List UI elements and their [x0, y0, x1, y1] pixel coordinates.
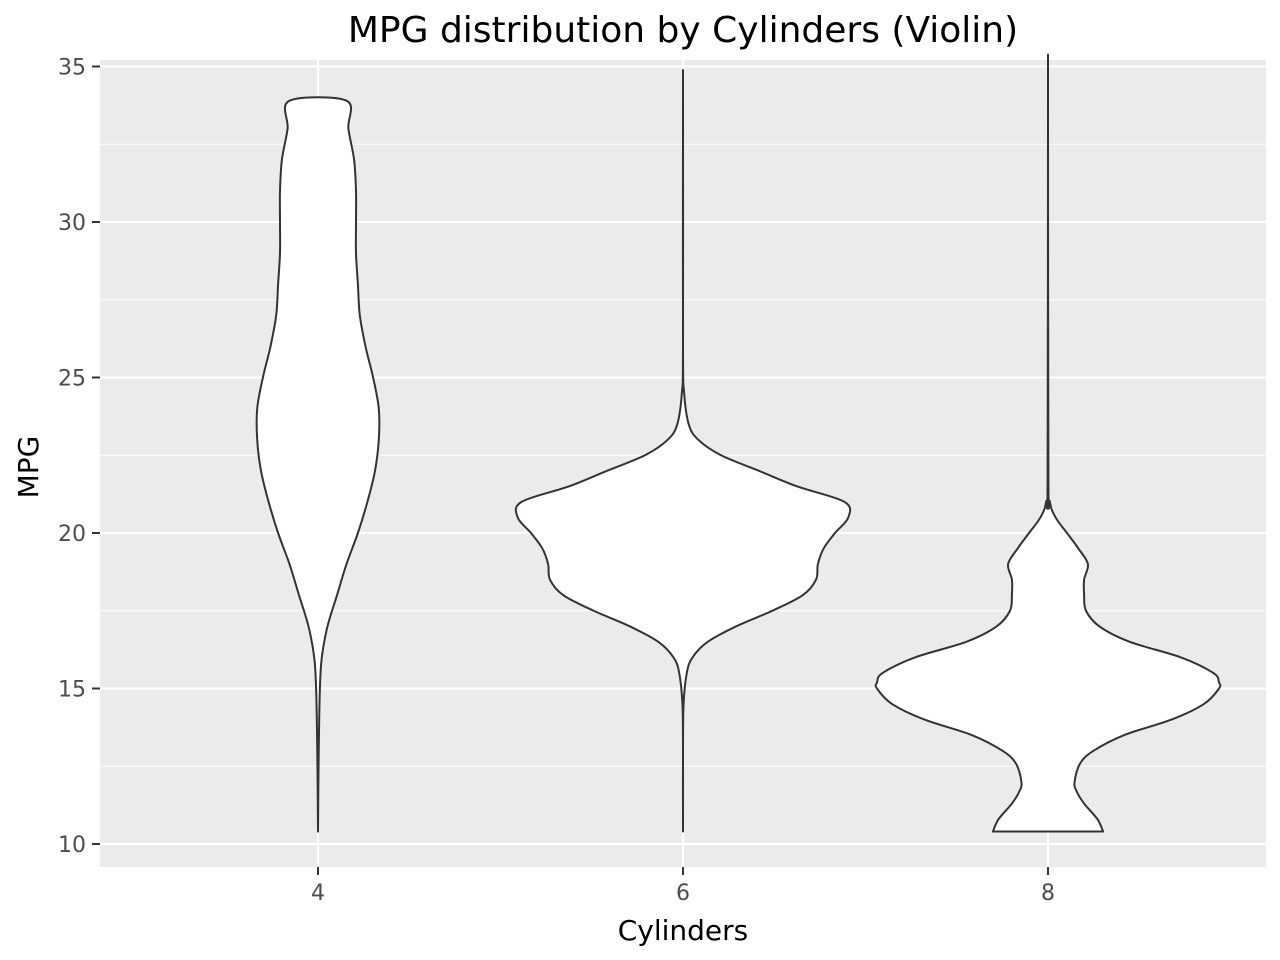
violin-4-cyl	[255, 96, 381, 833]
violin-6-cyl	[514, 68, 852, 833]
x-axis: 4 6 8	[311, 867, 1055, 906]
y-tick-label: 15	[58, 678, 86, 703]
x-tick-label: 8	[1041, 881, 1055, 906]
x-tick-label: 4	[311, 881, 325, 906]
y-tick-label: 25	[58, 367, 86, 392]
y-axis: 10 15 20 25 30 35	[58, 56, 100, 858]
y-tick-label: 35	[58, 56, 86, 81]
violins	[255, 53, 1222, 833]
violin-8-cyl	[874, 53, 1222, 833]
y-tick-label: 30	[58, 211, 86, 236]
chart-title: MPG distribution by Cylinders (Violin)	[348, 10, 1018, 51]
x-axis-title: Cylinders	[618, 914, 749, 947]
x-tick-label: 6	[676, 881, 690, 906]
y-tick-label: 20	[58, 522, 86, 547]
y-tick-label: 10	[58, 833, 86, 858]
y-axis-title: MPG	[12, 436, 45, 499]
